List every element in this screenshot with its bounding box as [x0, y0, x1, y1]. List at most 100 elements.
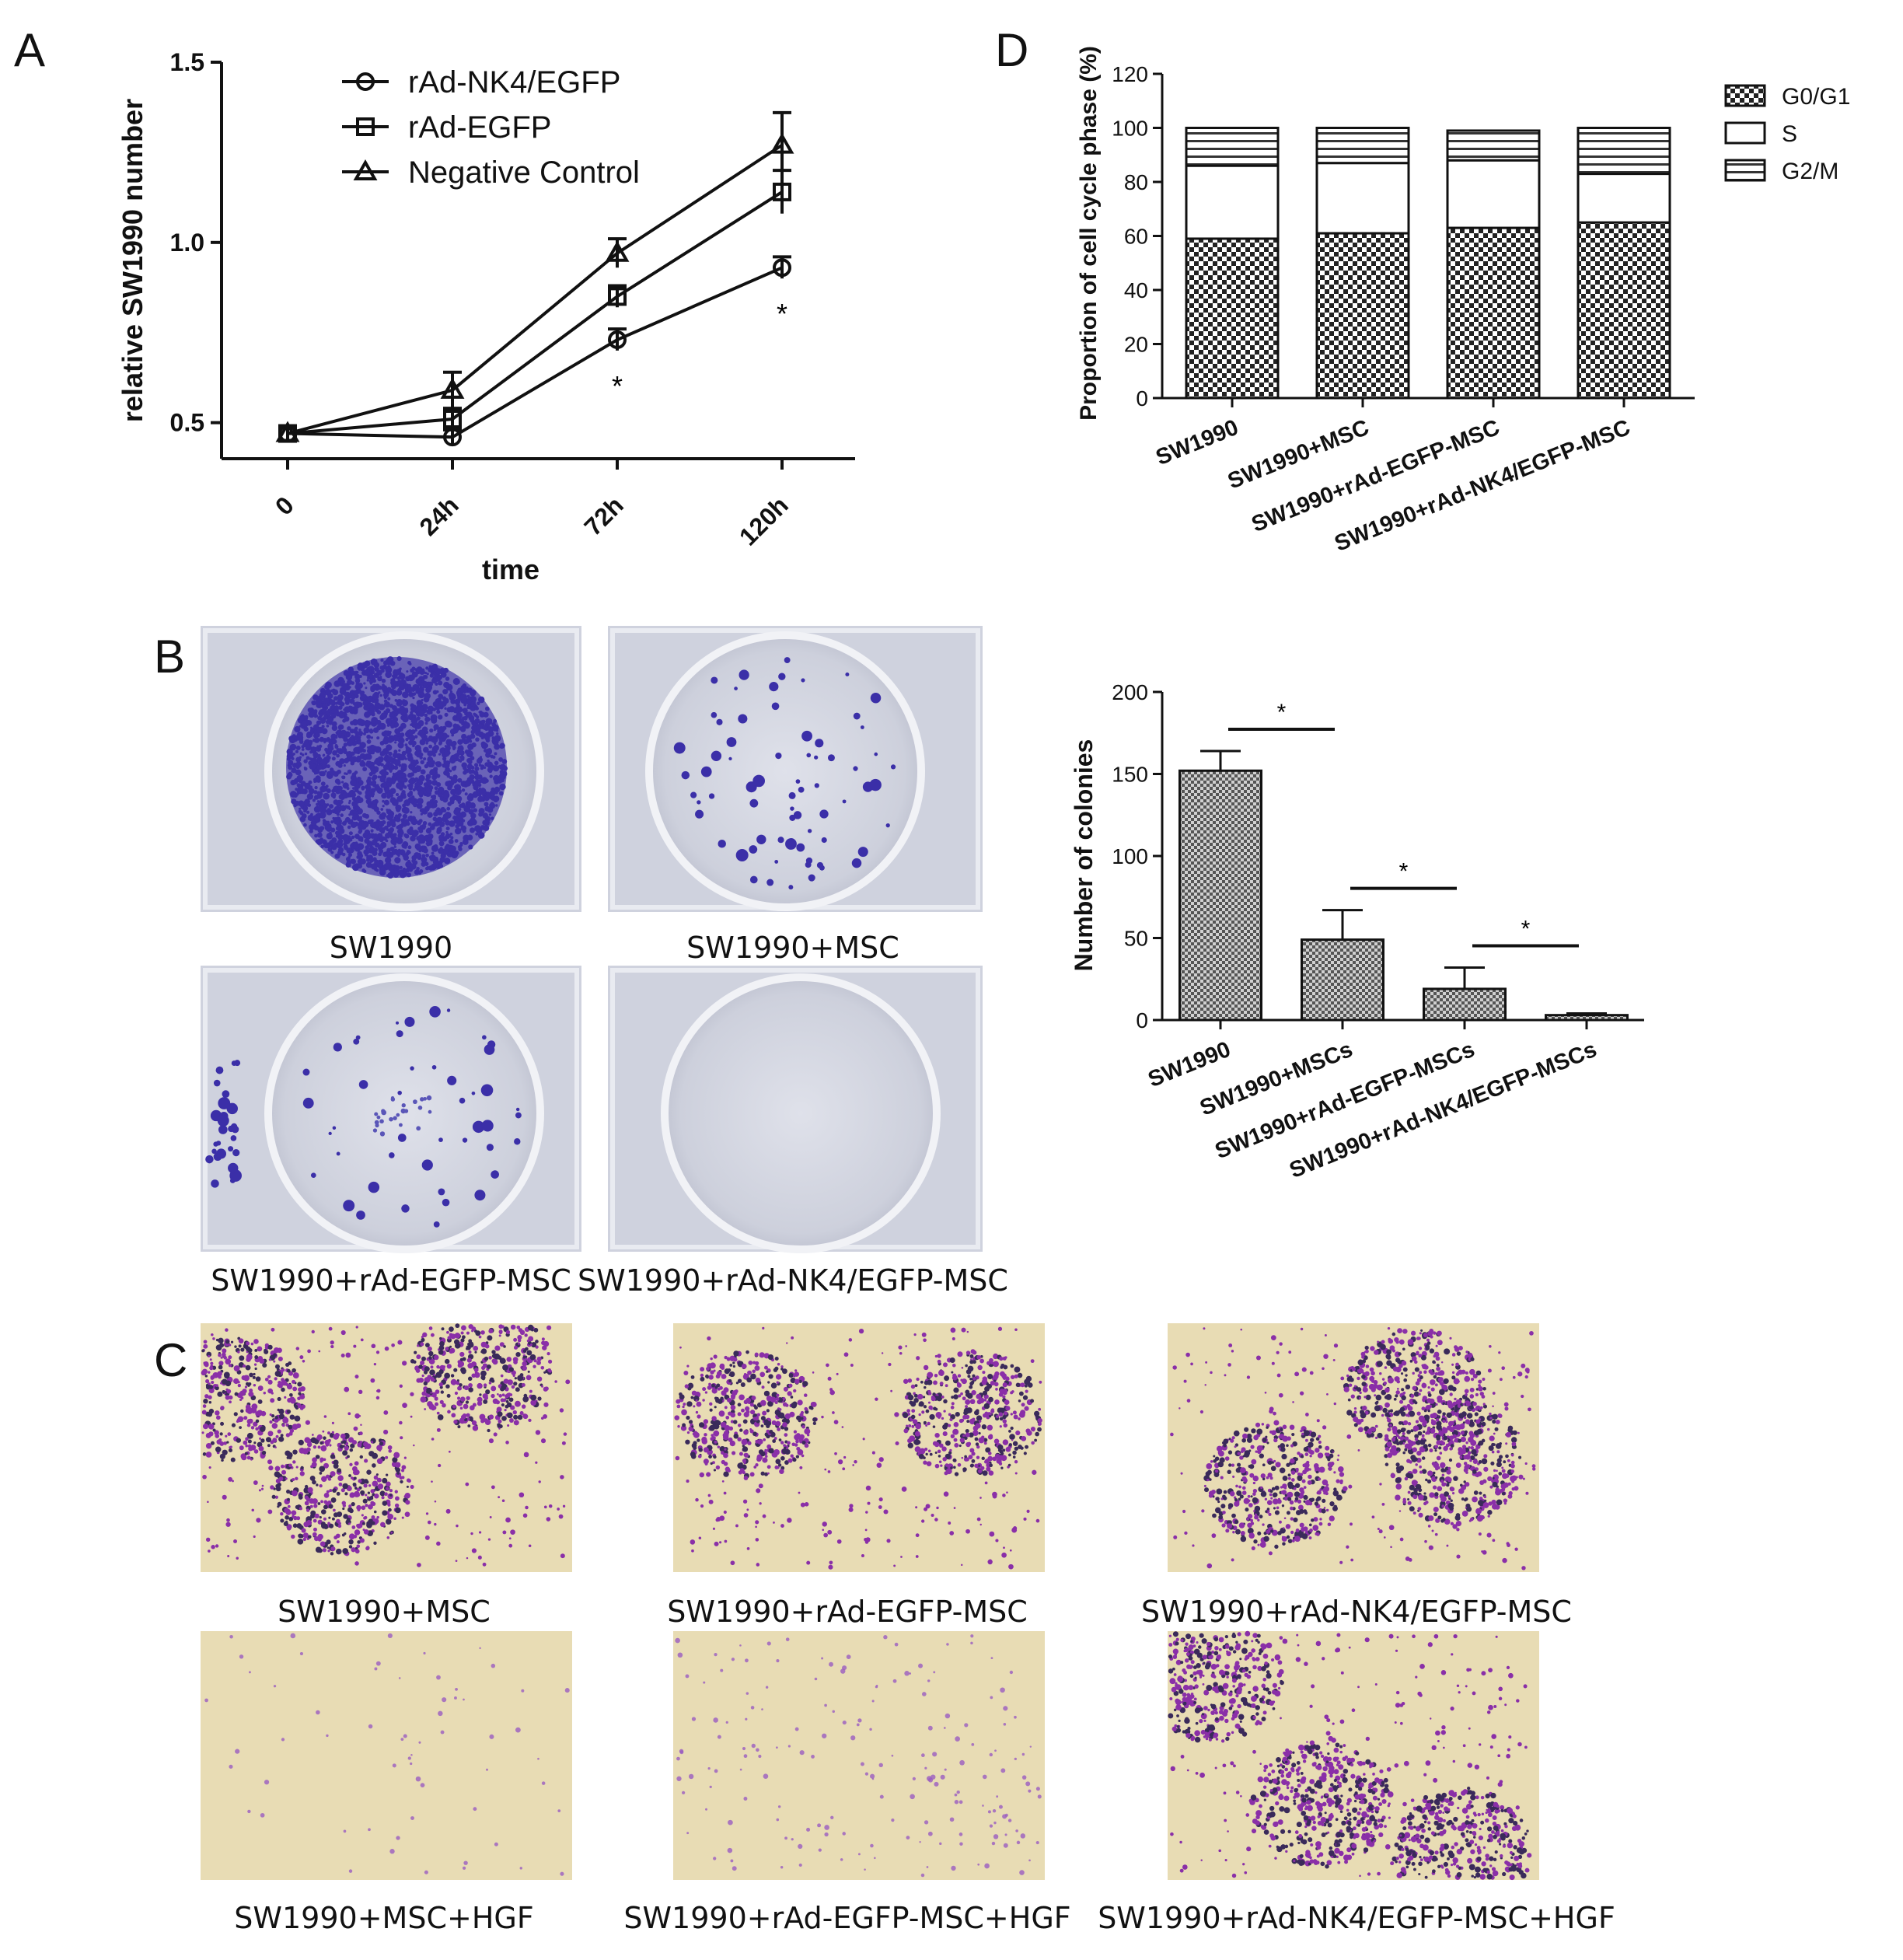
- migrated-cell: [707, 1450, 711, 1455]
- colony-dot: [366, 753, 372, 760]
- migrated-cell: [738, 1413, 741, 1416]
- migrated-cell: [967, 1375, 971, 1378]
- migrated-cell: [268, 1358, 272, 1361]
- migrated-cell: [316, 1483, 319, 1487]
- colony-dot: [413, 1099, 417, 1105]
- colony-dot: [369, 682, 372, 685]
- migrated-cell: [526, 1339, 530, 1343]
- migrated-cell: [988, 1396, 993, 1403]
- migrated-cell: [743, 1429, 749, 1435]
- colony-dot: [489, 766, 494, 771]
- migrated-cell: [501, 1403, 505, 1407]
- colony-dot: [371, 770, 375, 775]
- migrated-cell: [867, 1501, 871, 1505]
- migrated-cell: [257, 1346, 263, 1352]
- colony-dot: [367, 805, 371, 808]
- migrated-cell: [894, 1412, 899, 1417]
- colony-dot: [420, 1097, 424, 1102]
- migrated-cell: [215, 1544, 219, 1548]
- colony-dot: [486, 1144, 494, 1151]
- migrated-cell: [386, 1487, 389, 1491]
- migrated-cell: [295, 1347, 300, 1350]
- migrated-cell: [277, 1396, 281, 1402]
- migrated-cell: [675, 1455, 680, 1461]
- migrated-cell: [514, 1400, 521, 1407]
- colony-dot: [734, 687, 738, 690]
- colony-dot: [299, 752, 303, 756]
- chart-d-bar-segment: [1185, 237, 1280, 400]
- migrated-cell: [404, 1511, 410, 1518]
- migrated-cell: [288, 1463, 292, 1468]
- colony-dot: [341, 852, 346, 857]
- migrated-cell: [271, 1423, 278, 1429]
- migrated-cell: [934, 1463, 940, 1469]
- migrated-cell: [748, 1360, 753, 1365]
- migrated-cell: [742, 1499, 748, 1504]
- migrated-cell: [267, 1509, 273, 1515]
- colony-dot: [484, 1044, 495, 1055]
- migrated-cell: [377, 1483, 384, 1490]
- migrated-cell: [923, 1338, 927, 1343]
- migrated-cell: [445, 1347, 449, 1351]
- migrated-cell: [793, 1375, 796, 1378]
- migrated-cell: [801, 1441, 806, 1445]
- migrated-cell: [384, 1346, 389, 1351]
- migrated-cell: [757, 1438, 763, 1445]
- colony-dot: [807, 829, 812, 833]
- colony-dot: [397, 1090, 402, 1095]
- colony-dot: [487, 759, 490, 763]
- migrated-cell: [706, 1367, 710, 1371]
- colony-dot: [386, 744, 393, 751]
- migrated-cell: [682, 1405, 685, 1409]
- colony-dot: [351, 706, 355, 710]
- migrated-cell: [253, 1535, 256, 1539]
- migrated-cell: [974, 1410, 979, 1416]
- colony-dot: [341, 821, 347, 826]
- migrated-cell: [340, 1329, 346, 1336]
- colonies-significance-star: *: [1277, 700, 1287, 725]
- colony-dot: [376, 1115, 381, 1120]
- migrated-cell: [320, 1509, 326, 1515]
- colony-dot: [406, 821, 410, 826]
- colony-dot: [414, 869, 420, 875]
- migrated-cell: [327, 1438, 331, 1442]
- colony-dot: [815, 739, 824, 748]
- migrated-cell: [745, 1397, 752, 1403]
- migrated-cell: [417, 1344, 420, 1347]
- migrated-cell: [277, 1408, 280, 1412]
- migrated-cell: [968, 1455, 973, 1459]
- migrated-cell: [430, 1365, 434, 1369]
- colony-dot: [393, 705, 396, 709]
- colony-dot: [399, 667, 402, 670]
- migrated-cell: [967, 1351, 971, 1355]
- migrated-cell: [679, 1346, 682, 1349]
- migrated-cell: [953, 1438, 958, 1442]
- migrated-cell: [456, 1396, 461, 1400]
- colony-dot: [397, 829, 401, 833]
- migrated-cell: [522, 1513, 528, 1518]
- migrated-cell: [430, 1376, 435, 1382]
- migrated-cell: [861, 1554, 864, 1558]
- migrated-cell: [756, 1488, 761, 1494]
- migrated-cell: [295, 1466, 299, 1469]
- migrated-cell: [755, 1520, 759, 1525]
- colony-dot: [428, 744, 433, 749]
- colony-dot: [469, 778, 475, 784]
- colony-dot: [386, 756, 394, 763]
- migrated-cell: [535, 1461, 538, 1464]
- migrated-cell: [360, 1338, 364, 1342]
- migrated-cell: [431, 1480, 433, 1483]
- migrated-cell: [341, 1533, 345, 1537]
- migrated-cell: [729, 1371, 735, 1378]
- colony-dot: [354, 683, 361, 690]
- migrated-cell: [783, 1386, 788, 1392]
- migrated-cell: [333, 1434, 339, 1440]
- colony-dot: [350, 721, 354, 725]
- migrated-cell: [205, 1433, 211, 1438]
- colony-dot: [326, 764, 330, 769]
- colony-dot: [399, 753, 406, 761]
- migrated-cell: [304, 1501, 309, 1506]
- colony-dot: [452, 753, 458, 759]
- migrated-cell: [315, 1546, 322, 1553]
- migrated-cell: [538, 1480, 541, 1483]
